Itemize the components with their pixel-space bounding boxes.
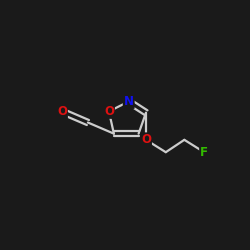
Text: O: O (141, 133, 151, 146)
Text: O: O (57, 105, 67, 118)
Text: N: N (124, 95, 134, 108)
Text: O: O (104, 105, 114, 118)
Text: F: F (200, 146, 208, 159)
